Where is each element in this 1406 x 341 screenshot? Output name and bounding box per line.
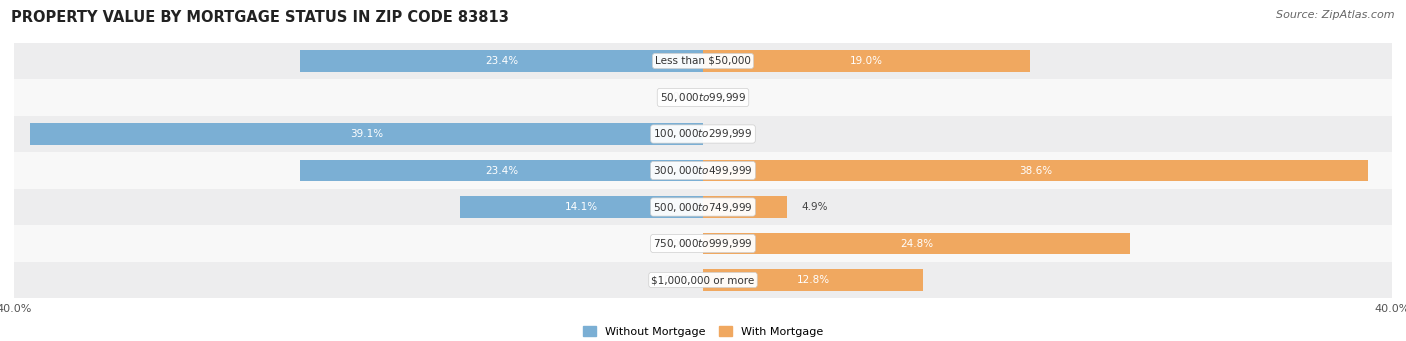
Bar [14,116,1392,152]
Text: 39.1%: 39.1% [350,129,382,139]
Bar [703,160,1368,181]
Text: $50,000 to $99,999: $50,000 to $99,999 [659,91,747,104]
Text: 24.8%: 24.8% [900,238,934,249]
Bar [703,50,1031,72]
Bar [14,225,1392,262]
Bar [14,79,1392,116]
Text: 38.6%: 38.6% [1019,165,1052,176]
Text: Source: ZipAtlas.com: Source: ZipAtlas.com [1277,10,1395,20]
Text: $300,000 to $499,999: $300,000 to $499,999 [654,164,752,177]
Text: 0.0%: 0.0% [664,92,689,103]
Text: $500,000 to $749,999: $500,000 to $749,999 [654,201,752,213]
Text: 12.8%: 12.8% [797,275,830,285]
Text: 0.0%: 0.0% [717,92,742,103]
Text: 14.1%: 14.1% [565,202,598,212]
Bar [703,269,924,291]
Bar [703,233,1130,254]
Bar [14,43,1392,79]
Bar [30,123,703,145]
Text: 19.0%: 19.0% [851,56,883,66]
Text: 0.0%: 0.0% [717,129,742,139]
Text: $100,000 to $299,999: $100,000 to $299,999 [654,128,752,140]
Text: 23.4%: 23.4% [485,165,517,176]
Text: $750,000 to $999,999: $750,000 to $999,999 [654,237,752,250]
Text: 0.0%: 0.0% [664,275,689,285]
Bar [299,50,703,72]
Text: 23.4%: 23.4% [485,56,517,66]
Bar [460,196,703,218]
Bar [703,196,787,218]
Text: Less than $50,000: Less than $50,000 [655,56,751,66]
Text: PROPERTY VALUE BY MORTGAGE STATUS IN ZIP CODE 83813: PROPERTY VALUE BY MORTGAGE STATUS IN ZIP… [11,10,509,25]
Text: $1,000,000 or more: $1,000,000 or more [651,275,755,285]
Text: 4.9%: 4.9% [801,202,828,212]
Bar [14,262,1392,298]
Bar [14,152,1392,189]
Text: 0.0%: 0.0% [664,238,689,249]
Bar [299,160,703,181]
Bar [14,189,1392,225]
Legend: Without Mortgage, With Mortgage: Without Mortgage, With Mortgage [578,322,828,341]
